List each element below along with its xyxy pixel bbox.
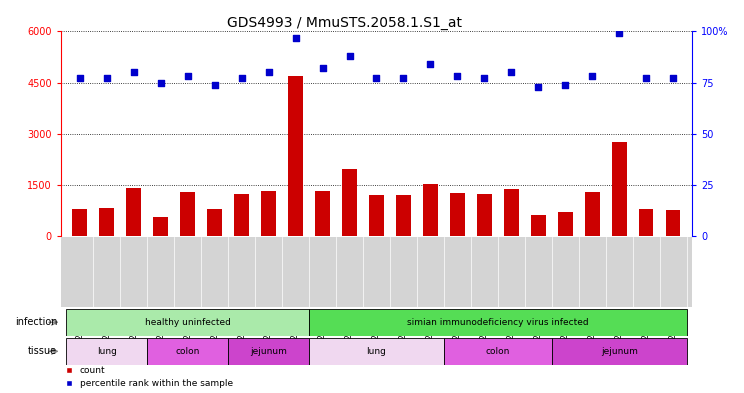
Point xyxy=(559,81,571,88)
Bar xyxy=(638,209,653,236)
Bar xyxy=(666,209,681,236)
Bar xyxy=(369,195,384,236)
Bar xyxy=(66,338,147,365)
Legend: count, percentile rank within the sample: count, percentile rank within the sample xyxy=(65,366,233,389)
Text: lung: lung xyxy=(367,347,386,356)
Point xyxy=(317,65,329,72)
Bar xyxy=(288,76,303,236)
Point xyxy=(155,79,167,86)
Point xyxy=(532,83,544,90)
Bar xyxy=(234,194,249,236)
Text: jejunum: jejunum xyxy=(600,347,638,356)
Point xyxy=(586,73,598,79)
Point xyxy=(344,53,356,59)
Bar xyxy=(612,142,626,236)
Bar xyxy=(180,191,195,236)
Bar xyxy=(309,338,444,365)
Bar xyxy=(208,209,222,236)
Text: healthy uninfected: healthy uninfected xyxy=(145,318,231,327)
Point xyxy=(289,35,301,41)
Text: lung: lung xyxy=(97,347,117,356)
Bar xyxy=(423,184,437,236)
Bar xyxy=(126,188,141,236)
Text: tissue: tissue xyxy=(28,346,57,356)
Bar xyxy=(477,194,492,236)
Text: simian immunodeficiency virus infected: simian immunodeficiency virus infected xyxy=(407,318,589,327)
Bar xyxy=(342,169,357,236)
Bar xyxy=(100,208,115,236)
Bar xyxy=(530,215,545,236)
Point xyxy=(263,69,275,75)
Point xyxy=(182,73,193,79)
Point xyxy=(371,75,382,82)
Bar xyxy=(261,191,276,236)
Bar xyxy=(147,338,228,365)
Bar xyxy=(585,192,600,236)
Point xyxy=(505,69,517,75)
Text: colon: colon xyxy=(176,347,200,356)
Point xyxy=(101,75,113,82)
Bar xyxy=(315,191,330,236)
Bar xyxy=(396,195,411,236)
Text: infection: infection xyxy=(15,317,57,327)
Point xyxy=(452,73,464,79)
Bar xyxy=(450,193,465,236)
Title: GDS4993 / MmuSTS.2058.1.S1_at: GDS4993 / MmuSTS.2058.1.S1_at xyxy=(228,17,463,30)
Point xyxy=(613,30,625,37)
Point xyxy=(128,69,140,75)
Bar xyxy=(153,217,168,236)
Point xyxy=(478,75,490,82)
Point xyxy=(424,61,436,67)
Bar xyxy=(504,189,519,236)
Bar xyxy=(72,209,87,236)
Bar xyxy=(309,309,687,336)
Point xyxy=(667,75,679,82)
Bar xyxy=(228,338,309,365)
Text: jejunum: jejunum xyxy=(250,347,287,356)
Bar xyxy=(444,338,552,365)
Bar xyxy=(552,338,687,365)
Point xyxy=(209,81,221,88)
Point xyxy=(640,75,652,82)
Point xyxy=(74,75,86,82)
Text: colon: colon xyxy=(486,347,510,356)
Bar xyxy=(558,211,573,236)
Bar xyxy=(66,309,309,336)
Point xyxy=(236,75,248,82)
Point xyxy=(397,75,409,82)
